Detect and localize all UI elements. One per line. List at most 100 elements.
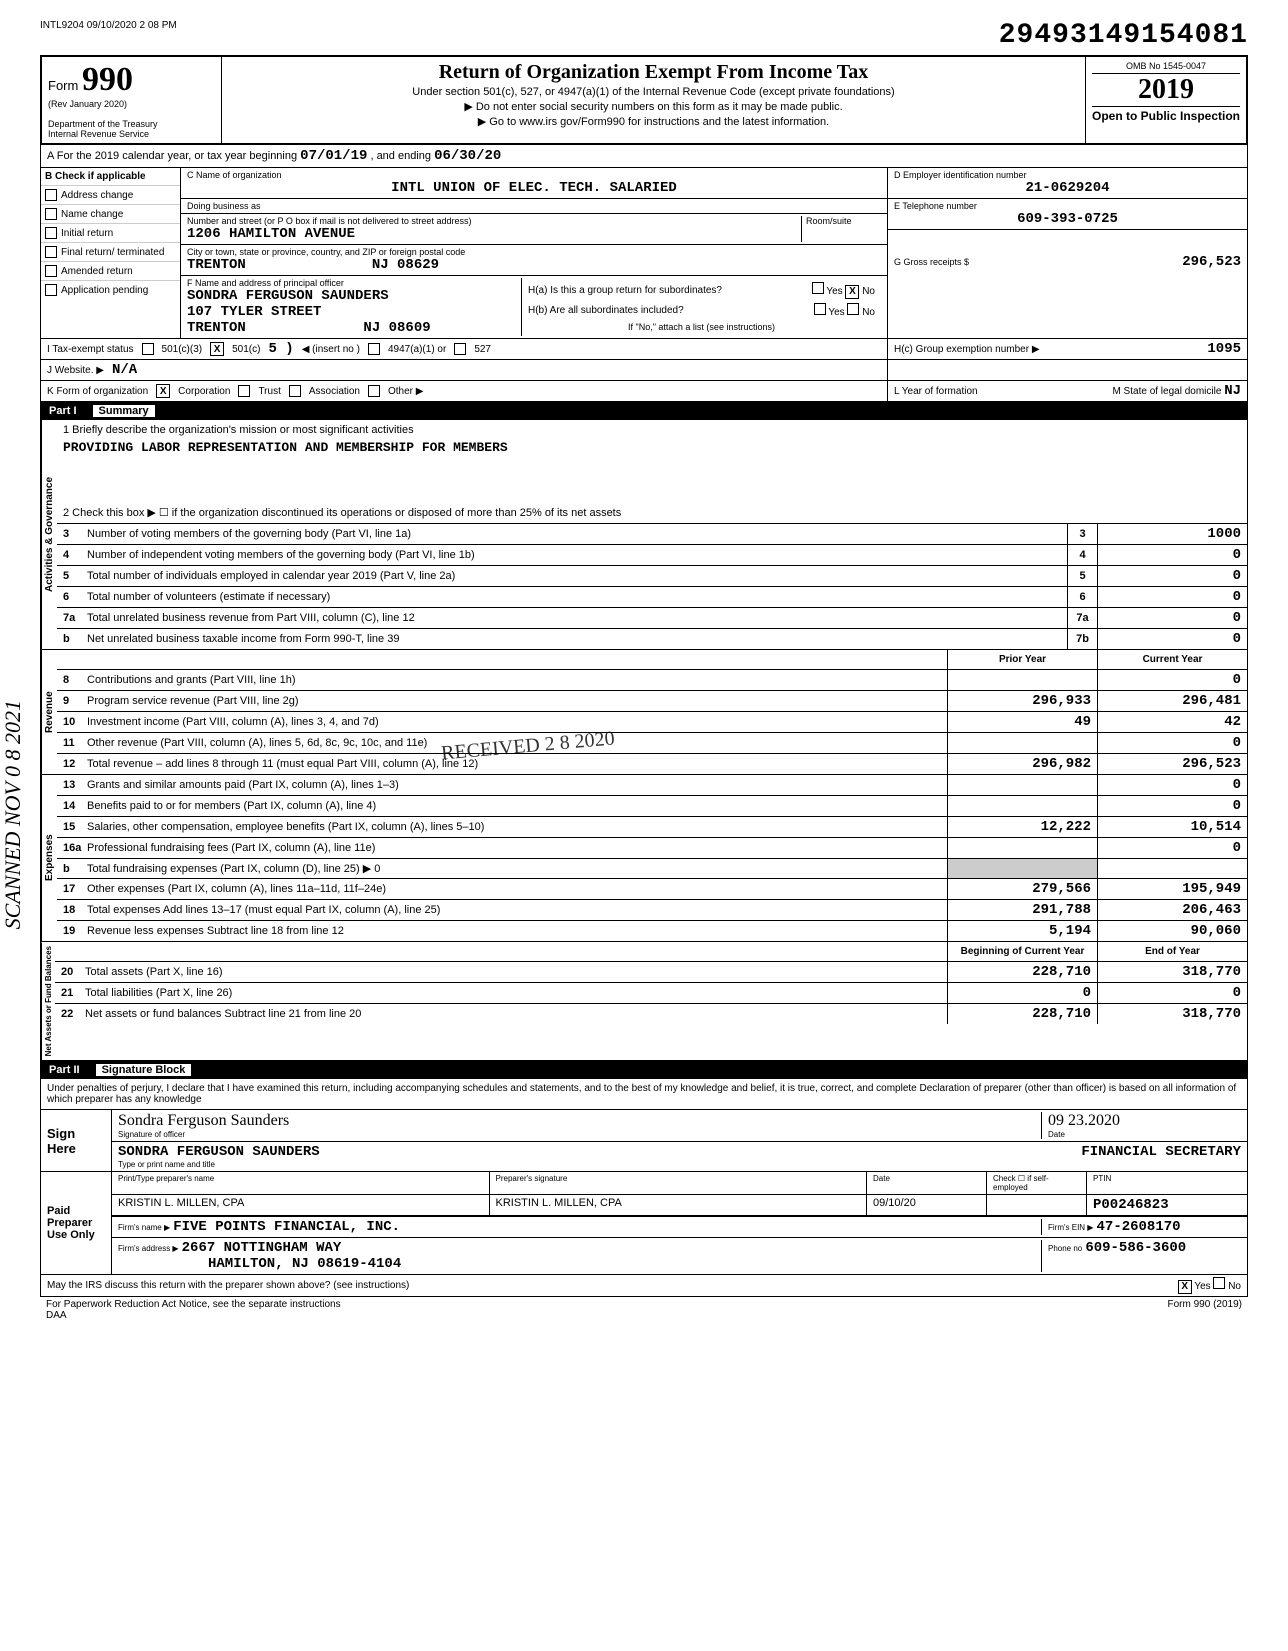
prep-name: KRISTIN L. MILLEN, CPA bbox=[112, 1195, 490, 1216]
part1-label: Part I bbox=[49, 405, 77, 417]
form-subtitle: Under section 501(c), 527, or 4947(a)(1)… bbox=[230, 86, 1077, 98]
officer-name: SONDRA FERGUSON SAUNDERS bbox=[187, 288, 521, 304]
row-a-mid: , and ending bbox=[370, 150, 431, 162]
summary-row: 14 Benefits paid to or for members (Part… bbox=[57, 796, 1247, 817]
discuss-yes-checked[interactable]: X bbox=[1178, 1280, 1192, 1294]
gross-value: 296,523 bbox=[1182, 254, 1241, 270]
signature-block: Under penalties of perjury, I declare th… bbox=[40, 1079, 1248, 1275]
hb-note: If "No," attach a list (see instructions… bbox=[628, 322, 775, 332]
gov-row: b Net unrelated business taxable income … bbox=[57, 629, 1247, 649]
tax-year: 2019 bbox=[1092, 74, 1240, 106]
street-address: 1206 HAMILTON AVENUE bbox=[187, 226, 801, 242]
chk-final-return[interactable]: Final return/ terminated bbox=[41, 243, 180, 262]
summary-row: 19 Revenue less expenses Subtract line 1… bbox=[57, 921, 1247, 941]
part1-header: Part I Summary bbox=[40, 402, 1248, 420]
paid-preparer-label: Paid Preparer Use Only bbox=[41, 1172, 111, 1274]
summary-row: 18 Total expenses Add lines 13–17 (must … bbox=[57, 900, 1247, 921]
chk-501c3[interactable] bbox=[142, 343, 154, 355]
dln-number: 29493149154081 bbox=[999, 20, 1248, 51]
side-revenue: Revenue bbox=[41, 650, 57, 774]
chk-501c[interactable]: X bbox=[210, 342, 224, 356]
dba-label: Doing business as bbox=[187, 201, 881, 211]
row-a-prefix: A For the 2019 calendar year, or tax yea… bbox=[47, 150, 297, 162]
row-i-label: I Tax-exempt status bbox=[47, 344, 134, 355]
summary-row: 11 Other revenue (Part VIII, column (A),… bbox=[57, 733, 1247, 754]
ha-no-checked[interactable]: X bbox=[845, 285, 859, 299]
title-label: Type or print name and title bbox=[118, 1160, 1241, 1169]
gov-row: 5 Total number of individuals employed i… bbox=[57, 566, 1247, 587]
part1-title: Summary bbox=[93, 405, 155, 417]
form-label: Form bbox=[48, 78, 78, 93]
summary-row: 22 Net assets or fund balances Subtract … bbox=[55, 1004, 1247, 1024]
org-name: INTL UNION OF ELEC. TECH. SALARIED bbox=[187, 180, 881, 196]
gov-row: 4 Number of independent voting members o… bbox=[57, 545, 1247, 566]
hdr-current-year: Current Year bbox=[1097, 650, 1247, 669]
sig-label: Signature of officer bbox=[118, 1130, 1041, 1139]
hc-label: H(c) Group exemption number ▶ bbox=[894, 344, 1040, 355]
chk-name-change[interactable]: Name change bbox=[41, 205, 180, 224]
side-netassets: Net Assets or Fund Balances bbox=[41, 942, 55, 1060]
room-label: Room/suite bbox=[806, 216, 881, 226]
gross-label: G Gross receipts $ bbox=[894, 257, 969, 267]
chk-527[interactable] bbox=[454, 343, 466, 355]
sig-intro: Under penalties of perjury, I declare th… bbox=[41, 1079, 1247, 1110]
part2-label: Part II bbox=[49, 1064, 80, 1076]
mission-text: PROVIDING LABOR REPRESENTATION AND MEMBE… bbox=[63, 440, 1241, 500]
summary-row: 13 Grants and similar amounts paid (Part… bbox=[57, 775, 1247, 796]
hc-value: 1095 bbox=[1207, 341, 1241, 357]
row-j-label: J Website. ▶ bbox=[47, 365, 104, 376]
officer-street: 107 TYLER STREET bbox=[187, 304, 521, 320]
revision: (Rev January 2020) bbox=[48, 99, 215, 109]
firm-phone: 609-586-3600 bbox=[1085, 1240, 1186, 1256]
chk-other[interactable] bbox=[368, 385, 380, 397]
chk-association[interactable] bbox=[289, 385, 301, 397]
form-header: Form 990 (Rev January 2020) Department o… bbox=[40, 55, 1248, 145]
chk-amended[interactable]: Amended return bbox=[41, 262, 180, 281]
chk-application-pending[interactable]: Application pending bbox=[41, 281, 180, 299]
mission-block: 1 Briefly describe the organization's mi… bbox=[57, 420, 1247, 524]
summary-row: 9 Program service revenue (Part VIII, li… bbox=[57, 691, 1247, 712]
officer-print-name: SONDRA FERGUSON SAUNDERS bbox=[118, 1144, 320, 1160]
chk-address-change[interactable]: Address change bbox=[41, 186, 180, 205]
hb-label: H(b) Are all subordinates included? bbox=[528, 305, 684, 316]
row-j: J Website. ▶ N/A bbox=[40, 360, 1248, 381]
phone-value: 609-393-0725 bbox=[894, 211, 1241, 227]
gov-row: 6 Total number of volunteers (estimate i… bbox=[57, 587, 1247, 608]
website-value: N/A bbox=[112, 362, 137, 378]
department: Department of the Treasury Internal Reve… bbox=[48, 119, 215, 139]
prep-date: 09/10/20 bbox=[867, 1195, 987, 1216]
col-b-header: B Check if applicable bbox=[41, 168, 180, 186]
part1-summary: Activities & Governance 1 Briefly descri… bbox=[40, 420, 1248, 1061]
discuss-text: May the IRS discuss this return with the… bbox=[47, 1280, 409, 1291]
prep-date-label: Date bbox=[867, 1172, 987, 1195]
chk-initial-return[interactable]: Initial return bbox=[41, 224, 180, 243]
row-k: K Form of organization XCorporation Trus… bbox=[40, 381, 1248, 402]
firm-ein: 47-2608170 bbox=[1097, 1219, 1181, 1235]
officer-label: F Name and address of principal officer bbox=[187, 278, 521, 288]
year-begin: 07/01/19 bbox=[300, 148, 367, 164]
chk-trust[interactable] bbox=[238, 385, 250, 397]
summary-row: 21 Total liabilities (Part X, line 26) 0… bbox=[55, 983, 1247, 1004]
chk-4947[interactable] bbox=[368, 343, 380, 355]
chk-corporation[interactable]: X bbox=[156, 384, 170, 398]
section-h: H(a) Is this a group return for subordin… bbox=[521, 278, 881, 336]
part2-header: Part II Signature Block bbox=[40, 1061, 1248, 1079]
omb-number: OMB No 1545-0047 bbox=[1092, 61, 1240, 74]
officer-city: TRENTON NJ 08609 bbox=[187, 320, 521, 336]
side-expenses: Expenses bbox=[41, 775, 57, 941]
hdr-eoy: End of Year bbox=[1097, 942, 1247, 961]
preparer-grid: Print/Type preparer's name Preparer's si… bbox=[112, 1172, 1247, 1216]
form-note: Form 990 (2019) bbox=[1168, 1299, 1242, 1321]
street-label: Number and street (or P O box if mail is… bbox=[187, 216, 801, 226]
summary-row: 12 Total revenue – add lines 8 through 1… bbox=[57, 754, 1247, 774]
discuss-no[interactable] bbox=[1213, 1277, 1225, 1289]
hdr-prior-year: Prior Year bbox=[947, 650, 1097, 669]
year-end: 06/30/20 bbox=[434, 148, 501, 164]
self-emp-label: Check ☐ if self-employed bbox=[987, 1172, 1087, 1195]
org-name-label: C Name of organization bbox=[187, 170, 881, 180]
officer-signature: Sondra Ferguson Saunders bbox=[118, 1112, 1041, 1130]
city-label: City or town, state or province, country… bbox=[187, 247, 881, 257]
side-governance: Activities & Governance bbox=[41, 420, 57, 649]
hdr-boy: Beginning of Current Year bbox=[947, 942, 1097, 961]
insert-no: 5 ) bbox=[268, 341, 293, 357]
